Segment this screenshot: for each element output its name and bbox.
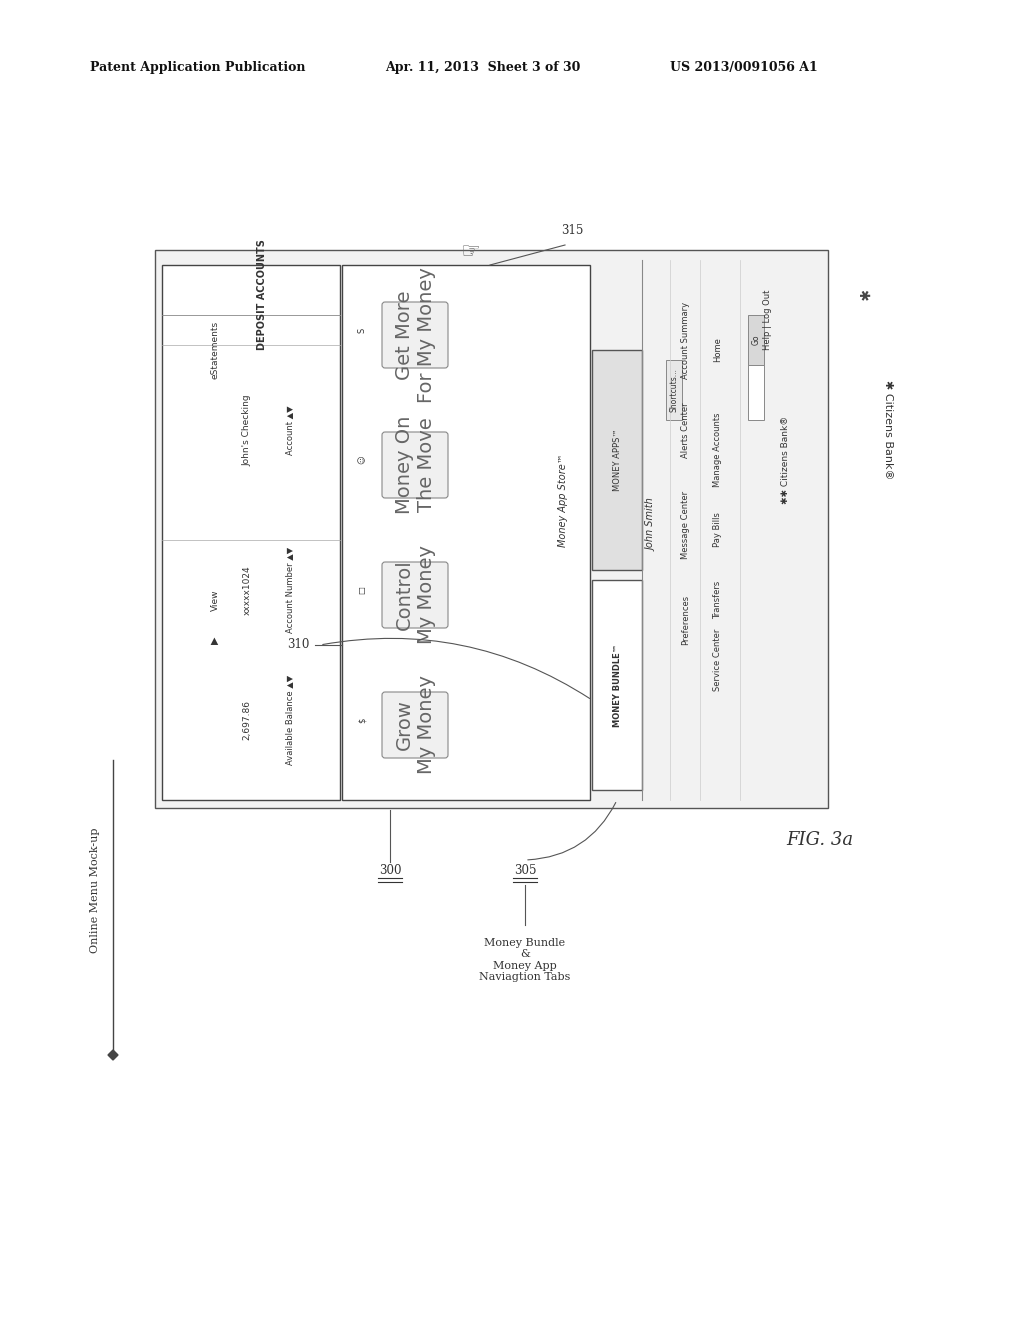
Bar (342, 265, 590, 800)
Text: John Smith: John Smith (647, 499, 657, 552)
Text: Online Menu Mock-up: Online Menu Mock-up (90, 828, 100, 953)
Text: 2,697.86: 2,697.86 (243, 700, 252, 741)
Polygon shape (108, 1049, 118, 1060)
Text: S: S (357, 327, 367, 333)
Text: 305: 305 (514, 863, 537, 876)
Text: Home: Home (714, 338, 723, 363)
Text: 300: 300 (379, 863, 401, 876)
Text: ✱: ✱ (855, 289, 869, 301)
Text: Pay Bills: Pay Bills (714, 512, 723, 548)
Text: FIG. 3a: FIG. 3a (786, 832, 854, 849)
Text: ✱ Citizens Bank®: ✱ Citizens Bank® (883, 380, 893, 479)
Text: View: View (211, 589, 219, 611)
FancyBboxPatch shape (382, 302, 449, 368)
Text: ▶: ▶ (210, 636, 220, 644)
Bar (592, 350, 642, 570)
Text: eStatements: eStatements (211, 321, 219, 379)
Text: Transfers: Transfers (714, 581, 723, 619)
Text: ✱✱ Citizens Bank®: ✱✱ Citizens Bank® (780, 416, 790, 504)
Text: Manage Accounts: Manage Accounts (714, 413, 723, 487)
Text: Service Center: Service Center (714, 628, 723, 692)
Text: 315: 315 (561, 223, 584, 236)
Bar (155, 249, 828, 808)
Text: MONEY APPS™: MONEY APPS™ (612, 429, 622, 491)
Text: DEPOSIT ACCOUNTS: DEPOSIT ACCOUNTS (257, 239, 267, 350)
FancyBboxPatch shape (382, 562, 449, 628)
Text: Grow
My Money: Grow My Money (394, 676, 435, 775)
Text: John's Checking: John's Checking (243, 395, 252, 466)
Text: ☞: ☞ (460, 242, 480, 261)
Bar (748, 315, 764, 366)
Text: ☺: ☺ (357, 455, 367, 465)
Text: Message Center: Message Center (682, 491, 690, 560)
Text: Account Number ▲▼: Account Number ▲▼ (286, 546, 295, 634)
Text: Alerts Center: Alerts Center (682, 403, 690, 458)
Text: Available Balance ▲▼: Available Balance ▲▼ (286, 675, 295, 766)
Text: Patent Application Publication: Patent Application Publication (90, 62, 305, 74)
Text: Account ▲▼: Account ▲▼ (286, 405, 295, 455)
Text: Money On
The Move: Money On The Move (394, 416, 435, 515)
Text: □: □ (357, 586, 367, 594)
Text: US 2013/0091056 A1: US 2013/0091056 A1 (670, 62, 818, 74)
Bar (748, 366, 764, 420)
Bar (162, 265, 340, 800)
Text: MONEY BUNDLE™: MONEY BUNDLE™ (612, 643, 622, 726)
Text: Control
My Money: Control My Money (394, 545, 435, 644)
Text: Shortcuts...: Shortcuts... (670, 368, 679, 412)
Text: $: $ (357, 717, 367, 722)
FancyBboxPatch shape (382, 432, 449, 498)
Bar (592, 579, 642, 789)
Text: Account Summary: Account Summary (682, 301, 690, 379)
Text: xxxxx1024: xxxxx1024 (243, 565, 252, 615)
Text: Go: Go (752, 335, 761, 346)
Bar (666, 360, 682, 420)
Text: 310: 310 (288, 639, 310, 652)
Text: Money Bundle
&
Money App
Naviagtion Tabs: Money Bundle & Money App Naviagtion Tabs (479, 937, 570, 982)
Text: Money App Store™: Money App Store™ (558, 453, 568, 546)
Text: Preferences: Preferences (682, 595, 690, 645)
Text: Get More
For My Money: Get More For My Money (394, 267, 435, 403)
Text: Apr. 11, 2013  Sheet 3 of 30: Apr. 11, 2013 Sheet 3 of 30 (385, 62, 581, 74)
Text: Help | Log Out: Help | Log Out (764, 290, 772, 350)
FancyBboxPatch shape (382, 692, 449, 758)
